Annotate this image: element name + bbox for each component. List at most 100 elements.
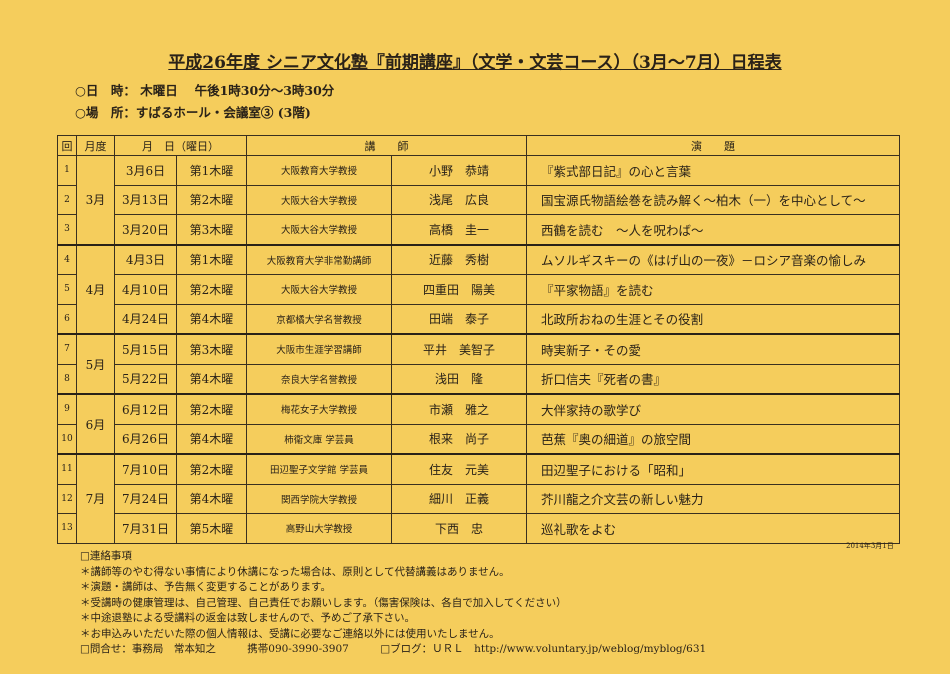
row-number: 2 [57, 184, 77, 215]
row-number: 5 [57, 274, 77, 305]
header-month: 月度 [76, 135, 115, 156]
place-info: ○場 所：すばるホール・会議室③ (3階) [75, 105, 311, 120]
row-date: 7月24日 [114, 483, 177, 514]
table-row: 5 4月10日 第2木曜 大阪大谷大学教授 四重田 陽美 『平家物語』を読む [57, 274, 900, 305]
row-month: 5月 [76, 333, 115, 395]
table-header: 回 月度 月 日（曜日） 講 師 演 題 [57, 135, 900, 156]
row-lecturer: 近藤 秀樹 [391, 243, 527, 275]
table-row: 3 3月20日 第3木曜 大阪大谷大学教授 高橋 圭一 西鶴を読む ～人を呪わば～ [57, 214, 900, 245]
row-affiliation: 大阪市生涯学習講師 [246, 333, 392, 365]
row-weekday: 第1木曜 [176, 155, 247, 186]
row-affiliation: 柿衞文庫 学芸員 [246, 423, 392, 455]
row-weekday: 第2木曜 [176, 184, 247, 215]
row-affiliation: 関西学院大学教授 [246, 483, 392, 514]
row-lecturer: 浅尾 広良 [391, 184, 527, 215]
row-weekday: 第4木曜 [176, 363, 247, 395]
row-topic: 時実新子・その愛 [526, 333, 900, 365]
row-weekday: 第4木曜 [176, 483, 247, 514]
row-affiliation: 田辺聖子文学館 学芸員 [246, 453, 392, 485]
row-lecturer: 四重田 陽美 [391, 274, 527, 305]
header-date: 月 日（曜日） [114, 135, 247, 156]
row-number: 1 [57, 155, 77, 186]
row-date: 3月13日 [114, 184, 177, 215]
row-affiliation: 大阪教育大学教授 [246, 155, 392, 186]
row-number: 9 [57, 393, 77, 425]
row-month: 3月 [76, 155, 115, 245]
row-topic: 国宝源氏物語絵巻を読み解く～柏木（一）を中心として～ [526, 184, 900, 215]
row-weekday: 第5木曜 [176, 513, 247, 544]
notes-heading: □連絡事項 [80, 550, 132, 562]
row-affiliation: 大阪大谷大学教授 [246, 274, 392, 305]
row-date: 4月10日 [114, 274, 177, 305]
note-item: ＊お申込みいただいた際の個人情報は、受講に必要なご連絡以外には使用いたしません。 [80, 627, 500, 640]
note-item: ＊中途退塾による受講料の返金は致しませんので、予めご了承下さい。 [80, 612, 415, 624]
row-lecturer: 田端 泰子 [391, 303, 527, 335]
row-topic: 芥川龍之介文芸の新しい魅力 [526, 483, 900, 514]
row-affiliation: 大阪大谷大学教授 [246, 214, 392, 245]
table-row: 9 6月 6月12日 第2木曜 梅花女子大学教授 市瀬 雅之 大伴家持の歌学び [57, 393, 900, 455]
row-date: 7月31日 [114, 513, 177, 544]
row-topic: 『平家物語』を読む [526, 274, 900, 305]
row-number: 12 [57, 483, 77, 514]
table-row: 8 5月22日 第4木曜 奈良大学名誉教授 浅田 隆 折口信夫『死者の書』 [57, 363, 900, 395]
row-lecturer: 市瀬 雅之 [391, 393, 527, 425]
contact-office: □問合せ：事務局 常本知之 [80, 643, 216, 655]
notes: □連絡事項 ＊講師等のやむ得ない事情により休講になった場合は、原則として代替講義… [80, 549, 567, 642]
row-weekday: 第4木曜 [176, 423, 247, 455]
row-number: 7 [57, 333, 77, 365]
row-date: 6月12日 [114, 393, 177, 425]
note-item: ＊講師等のやむ得ない事情により休講になった場合は、原則として代替講義はありません… [80, 565, 510, 578]
row-weekday: 第2木曜 [176, 453, 247, 485]
page-title: 平成26年度 シニア文化塾『前期講座』（文学・文芸コース）（3月～7月）日程表 [168, 53, 782, 73]
row-date: 5月15日 [114, 333, 177, 365]
row-month: 6月 [76, 393, 115, 455]
row-date: 3月6日 [114, 155, 177, 186]
row-topic: 北政所おねの生涯とその役割 [526, 303, 900, 335]
row-date: 7月10日 [114, 453, 177, 485]
header-topic: 演 題 [526, 135, 900, 156]
row-affiliation: 高野山大学教授 [246, 513, 392, 544]
row-lecturer: 細川 正義 [391, 483, 527, 514]
row-lecturer: 根来 尚子 [391, 423, 527, 455]
row-number: 3 [57, 214, 77, 245]
row-number: 4 [57, 243, 77, 275]
row-date: 5月22日 [114, 363, 177, 395]
row-lecturer: 高橋 圭一 [391, 214, 527, 245]
table-row: 13 7月31日 第5木曜 高野山大学教授 下西 忠 巡礼歌をよむ [57, 513, 900, 544]
row-topic: 『紫式部日記』の心と言葉 [526, 155, 900, 186]
row-affiliation: 梅花女子大学教授 [246, 393, 392, 425]
row-date: 4月3日 [114, 243, 177, 275]
row-topic: 巡礼歌をよむ [526, 513, 900, 544]
row-affiliation: 京都橘大学名誉教授 [246, 303, 392, 335]
row-weekday: 第2木曜 [176, 393, 247, 425]
row-lecturer: 小野 恭靖 [391, 155, 527, 186]
row-affiliation: 奈良大学名誉教授 [246, 363, 392, 395]
table-row: 2 3月13日 第2木曜 大阪大谷大学教授 浅尾 広良 国宝源氏物語絵巻を読み解く… [57, 184, 900, 215]
row-topic: 芭蕉『奥の細道』の旅空間 [526, 423, 900, 455]
row-number: 8 [57, 363, 77, 395]
row-topic: 大伴家持の歌学び [526, 393, 900, 425]
row-month: 7月 [76, 453, 115, 544]
row-lecturer: 住友 元美 [391, 453, 527, 485]
issue-date: 2014年3月1日 [846, 542, 894, 550]
table-row: 12 7月24日 第4木曜 関西学院大学教授 細川 正義 芥川龍之介文芸の新しい魅… [57, 483, 900, 514]
row-weekday: 第3木曜 [176, 214, 247, 245]
row-topic: ムソルギスキーの《はげ山の一夜》－ロシア音楽の愉しみ [526, 243, 900, 275]
table-row: 10 6月26日 第4木曜 柿衞文庫 学芸員 根来 尚子 芭蕉『奥の細道』の旅空間 [57, 423, 900, 455]
contact-phone: 携帯090-3990-3907 [247, 643, 349, 655]
row-lecturer: 平井 美智子 [391, 333, 527, 365]
row-number: 13 [57, 513, 77, 544]
table-row: 7 5月 5月15日 第3木曜 大阪市生涯学習講師 平井 美智子 時実新子・その愛 [57, 333, 900, 395]
schedule-table: 回 月度 月 日（曜日） 講 師 演 題 1 3月 3月6日 第1木曜 大阪教育大学… [57, 135, 900, 544]
row-number: 6 [57, 303, 77, 335]
row-topic: 西鶴を読む ～人を呪わば～ [526, 214, 900, 245]
contact-blog: □ブログ：ＵＲＬ http://www.voluntary.jp/weblog/… [380, 643, 707, 655]
table-row: 4 4月 4月3日 第1木曜 大阪教育大学非常勤講師 近藤 秀樹 ムソルギスキーの《… [57, 243, 900, 335]
row-affiliation: 大阪教育大学非常勤講師 [246, 243, 392, 275]
schedule-info: ○日 時： 木曜日 午後1時30分～3時30分 [75, 83, 335, 98]
row-number: 10 [57, 423, 77, 455]
row-weekday: 第4木曜 [176, 303, 247, 335]
row-affiliation: 大阪大谷大学教授 [246, 184, 392, 215]
row-lecturer: 下西 忠 [391, 513, 527, 544]
table-row: 6 4月24日 第4木曜 京都橘大学名誉教授 田端 泰子 北政所おねの生涯とその役… [57, 303, 900, 335]
